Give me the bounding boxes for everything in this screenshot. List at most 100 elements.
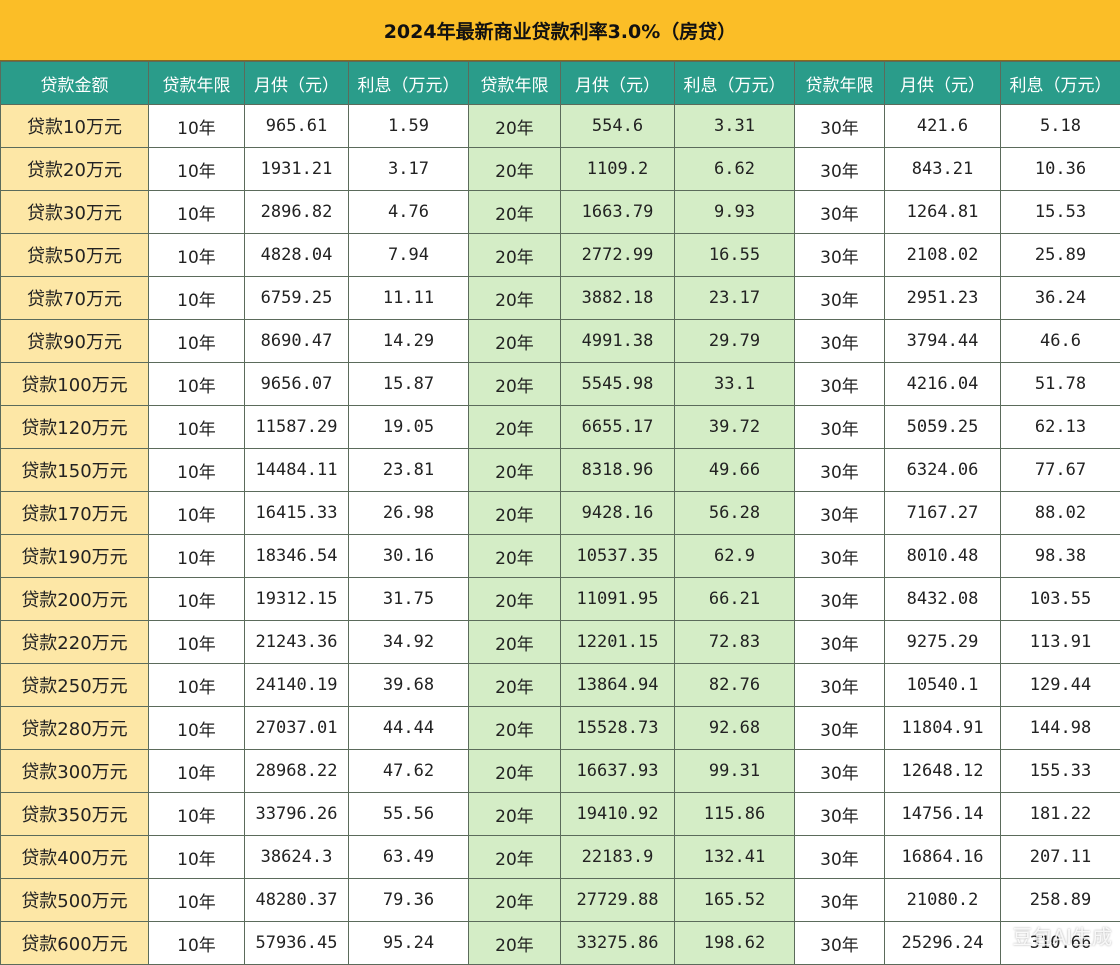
monthly-payment-cell: 16415.33 [245,492,349,535]
monthly-payment-cell: 8318.96 [561,449,675,492]
monthly-payment-cell: 11091.95 [561,578,675,621]
term-cell: 20年 [469,277,561,320]
monthly-payment-cell: 2772.99 [561,234,675,277]
monthly-payment-cell: 6759.25 [245,277,349,320]
monthly-payment-cell: 5059.25 [885,406,1001,449]
interest-cell: 3.17 [349,148,469,191]
term-cell: 10年 [149,879,245,922]
monthly-payment-cell: 4991.38 [561,320,675,363]
term-cell: 20年 [469,922,561,965]
header-cell: 贷款年限 [795,62,885,105]
monthly-payment-cell: 4828.04 [245,234,349,277]
interest-cell: 77.67 [1001,449,1120,492]
term-cell: 30年 [795,836,885,879]
interest-cell: 144.98 [1001,707,1120,750]
monthly-payment-cell: 18346.54 [245,535,349,578]
term-cell: 10年 [149,922,245,965]
interest-cell: 82.76 [675,664,795,707]
interest-cell: 46.6 [1001,320,1120,363]
monthly-payment-cell: 8690.47 [245,320,349,363]
term-cell: 20年 [469,492,561,535]
monthly-payment-cell: 5545.98 [561,363,675,406]
term-cell: 30年 [795,277,885,320]
interest-cell: 7.94 [349,234,469,277]
term-cell: 20年 [469,836,561,879]
interest-cell: 79.36 [349,879,469,922]
term-cell: 30年 [795,879,885,922]
term-cell: 10年 [149,793,245,836]
term-cell: 20年 [469,750,561,793]
monthly-payment-cell: 4216.04 [885,363,1001,406]
monthly-payment-cell: 14756.14 [885,793,1001,836]
interest-cell: 6.62 [675,148,795,191]
interest-cell: 23.81 [349,449,469,492]
loan-amount-cell: 贷款120万元 [1,406,149,449]
monthly-payment-cell: 10540.1 [885,664,1001,707]
interest-cell: 19.05 [349,406,469,449]
interest-cell: 258.89 [1001,879,1120,922]
monthly-payment-cell: 1931.21 [245,148,349,191]
monthly-payment-cell: 8432.08 [885,578,1001,621]
term-cell: 10年 [149,492,245,535]
monthly-payment-cell: 1663.79 [561,191,675,234]
interest-cell: 31.75 [349,578,469,621]
term-cell: 20年 [469,363,561,406]
monthly-payment-cell: 3882.18 [561,277,675,320]
monthly-payment-cell: 10537.35 [561,535,675,578]
sheet-title: 2024年最新商业贷款利率3.0%（房贷） [0,0,1120,61]
monthly-payment-cell: 9275.29 [885,621,1001,664]
interest-cell: 36.24 [1001,277,1120,320]
term-cell: 30年 [795,707,885,750]
monthly-payment-cell: 28968.22 [245,750,349,793]
header-cell: 贷款年限 [469,62,561,105]
term-cell: 20年 [469,621,561,664]
term-cell: 10年 [149,707,245,750]
term-cell: 30年 [795,793,885,836]
interest-cell: 165.52 [675,879,795,922]
monthly-payment-cell: 9656.07 [245,363,349,406]
term-cell: 10年 [149,191,245,234]
interest-cell: 29.79 [675,320,795,363]
interest-cell: 3.31 [675,105,795,148]
term-cell: 30年 [795,191,885,234]
monthly-payment-cell: 2896.82 [245,191,349,234]
monthly-payment-cell: 9428.16 [561,492,675,535]
monthly-payment-cell: 48280.37 [245,879,349,922]
loan-amount-cell: 贷款250万元 [1,664,149,707]
interest-cell: 198.62 [675,922,795,965]
monthly-payment-cell: 11587.29 [245,406,349,449]
term-cell: 20年 [469,191,561,234]
loan-amount-cell: 贷款600万元 [1,922,149,965]
header-cell: 月供（元） [561,62,675,105]
header-cell: 利息（万元） [1001,62,1120,105]
monthly-payment-cell: 14484.11 [245,449,349,492]
interest-cell: 92.68 [675,707,795,750]
interest-cell: 95.24 [349,922,469,965]
term-cell: 10年 [149,449,245,492]
loan-amount-cell: 贷款190万元 [1,535,149,578]
interest-cell: 9.93 [675,191,795,234]
interest-cell: 10.36 [1001,148,1120,191]
interest-cell: 39.72 [675,406,795,449]
interest-cell: 47.62 [349,750,469,793]
term-cell: 30年 [795,449,885,492]
term-cell: 20年 [469,148,561,191]
term-cell: 20年 [469,793,561,836]
loan-amount-cell: 贷款150万元 [1,449,149,492]
loan-amount-cell: 贷款100万元 [1,363,149,406]
interest-cell: 99.31 [675,750,795,793]
interest-cell: 4.76 [349,191,469,234]
monthly-payment-cell: 1109.2 [561,148,675,191]
term-cell: 30年 [795,234,885,277]
monthly-payment-cell: 6324.06 [885,449,1001,492]
